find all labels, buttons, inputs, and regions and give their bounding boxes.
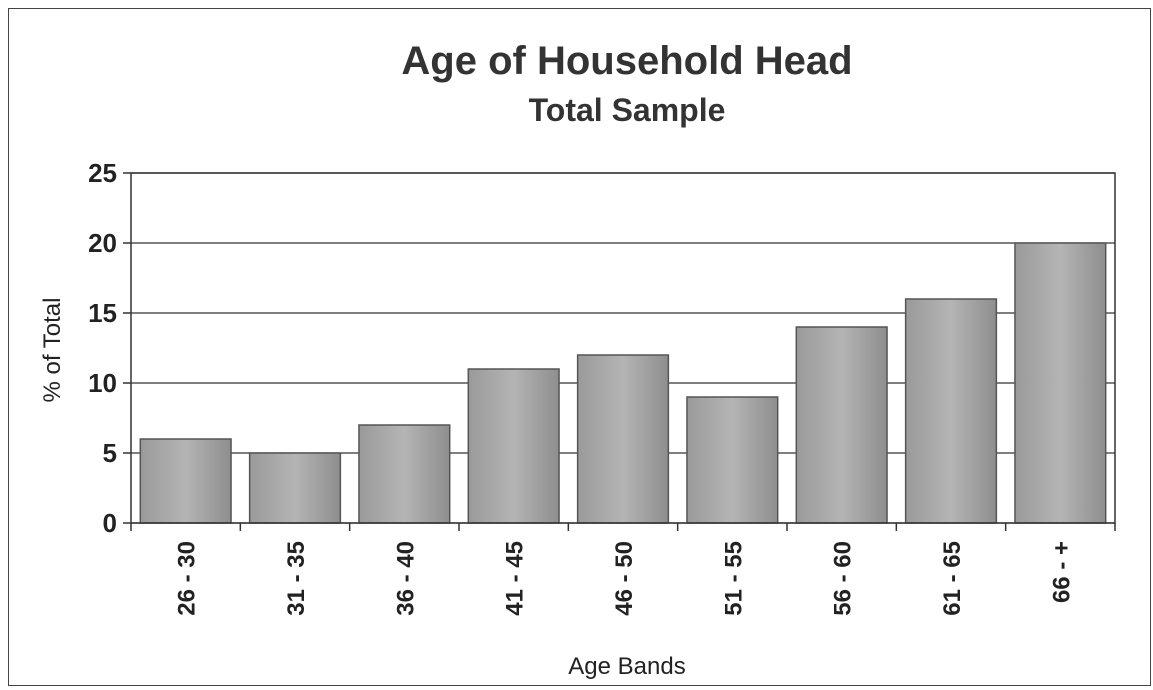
x-tick-label: 26 - 30	[174, 541, 201, 616]
bar	[467, 368, 560, 524]
x-axis-label: Age Bands	[568, 653, 685, 680]
y-tick-label: 20	[88, 228, 117, 258]
bar	[358, 424, 451, 524]
bar	[686, 396, 779, 524]
bar	[795, 326, 888, 524]
x-axis-ticks: 26 - 30 31 - 35 36 - 40 41 - 45 46 - 50 51 - …	[130, 523, 1116, 616]
y-tick-label: 25	[88, 158, 117, 188]
x-tick-label: 61 - 65	[939, 541, 966, 616]
bar	[904, 298, 998, 524]
x-tick-label: 56 - 60	[830, 541, 857, 616]
x-tick-label: 46 - 50	[611, 541, 638, 616]
bar	[1014, 242, 1107, 524]
bar	[248, 452, 342, 524]
x-tick-label: 36 - 40	[392, 541, 419, 616]
chart-subtitle: Total Sample	[529, 92, 726, 128]
x-tick-label: 31 - 35	[283, 541, 310, 616]
y-tick-label: 15	[88, 298, 117, 328]
y-tick-label: 10	[88, 368, 117, 398]
y-axis-label: % of Total	[39, 298, 66, 403]
x-tick-label: 51 - 55	[720, 541, 747, 616]
bars	[139, 242, 1107, 524]
x-tick-label: 66 - +	[1048, 541, 1075, 603]
y-tick-label: 5	[103, 438, 117, 468]
y-tick-label: 0	[103, 508, 117, 538]
y-axis-ticks: 0 5 10 15 20 25	[88, 158, 131, 538]
chart-title: Age of Household Head	[401, 39, 852, 83]
bar	[576, 354, 670, 524]
bar	[139, 438, 232, 524]
x-tick-label: 41 - 45	[502, 541, 529, 616]
plot-area	[130, 172, 1116, 524]
